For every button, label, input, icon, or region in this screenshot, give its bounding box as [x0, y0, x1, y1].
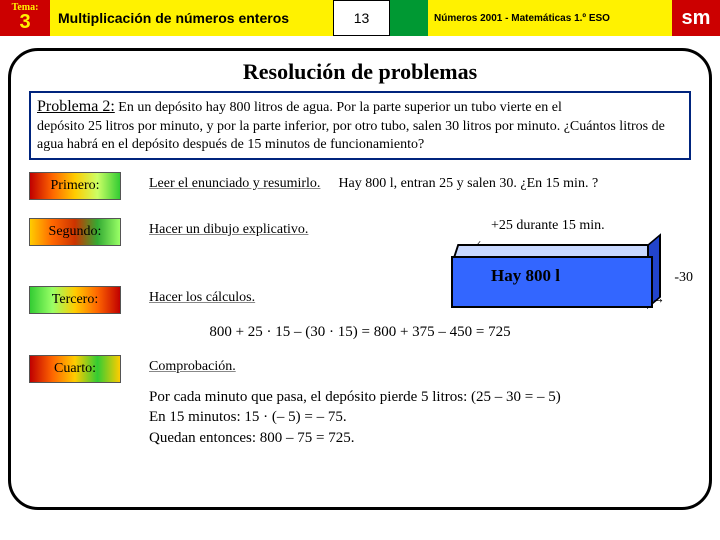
step-3-text: Hacer los cálculos. [149, 286, 255, 306]
header-bar: Tema: 3 Multiplicación de números entero… [0, 0, 720, 36]
step-1-text: Leer el enunciado y resumirlo. [149, 172, 320, 192]
verify-line-3: Quedan entonces: 800 – 75 = 725. [149, 428, 691, 448]
step-1-label: Primero: [29, 172, 121, 200]
verify-line-2: En 15 minutos: 15 · (– 5) = – 75. [149, 407, 691, 427]
problem-statement: Problema 2: En un depósito hay 800 litro… [29, 91, 691, 160]
step-1: Primero: Leer el enunciado y resumirlo. … [29, 172, 691, 200]
step-3: Tercero: Hacer los cálculos. [29, 286, 691, 314]
inflow-label: +25 durante 15 min. [491, 218, 605, 234]
tank-content-label: Hay 800 l [491, 266, 560, 286]
problem-label: Problema 2: [37, 98, 115, 115]
book-reference: Números 2001 - Matemáticas 1.º ESO [428, 0, 672, 36]
page-number: 13 [333, 0, 390, 36]
publisher-logo: sm [672, 0, 720, 36]
page-subtitle: Resolución de problemas [29, 59, 691, 85]
step-2-label: Segundo: [29, 218, 121, 246]
tema-box: Tema: 3 [0, 0, 50, 36]
step-4-label: Cuarto: [29, 355, 121, 383]
content-frame: Resolución de problemas Problema 2: En u… [8, 48, 712, 510]
outflow-label: -30 [674, 270, 693, 286]
calculation-line: 800 + 25 · 15 – (30 · 15) = 800 + 375 – … [29, 324, 691, 341]
unit-title: Multiplicación de números enteros [50, 0, 333, 36]
steps-area: Primero: Leer el enunciado y resumirlo. … [29, 172, 691, 448]
step-1-extra: Hay 800 l, entran 25 y salen 30. ¿En 15 … [338, 172, 598, 192]
step-2-text: Hacer un dibujo explicativo. [149, 218, 308, 238]
step-4: Cuarto: Comprobación. [29, 355, 691, 383]
verify-line-1: Por cada minuto que pasa, el depósito pi… [149, 387, 691, 407]
problem-text-1: En un depósito hay 800 litros de agua. P… [115, 100, 562, 115]
step-4-text: Comprobación. [149, 355, 236, 375]
problem-text-2: depósito 25 litros por minuto, y por la … [37, 119, 665, 152]
verification-block: Por cada minuto que pasa, el depósito pi… [149, 387, 691, 448]
step-3-label: Tercero: [29, 286, 121, 314]
green-accent [390, 0, 428, 36]
tema-number: 3 [0, 13, 50, 31]
